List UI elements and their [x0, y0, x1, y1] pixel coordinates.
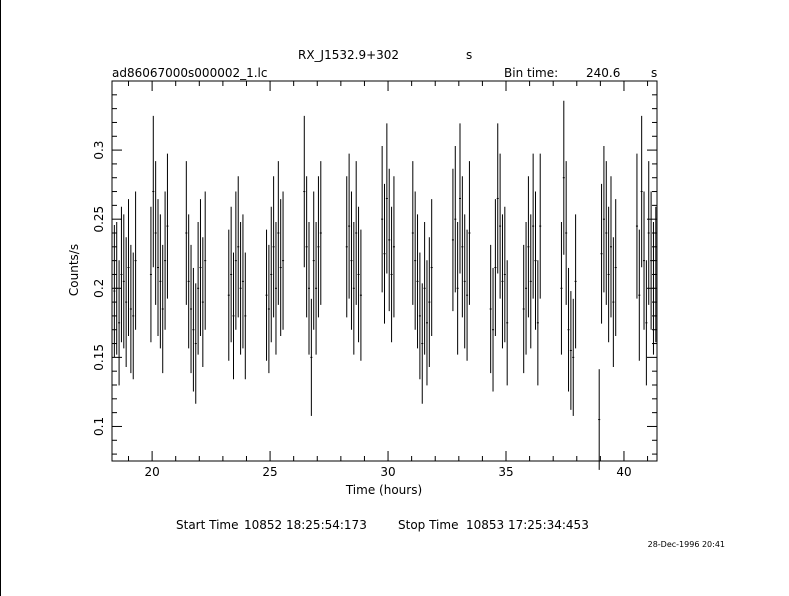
object-unit: s: [466, 48, 472, 62]
y-tick-label: 0.1: [92, 417, 106, 436]
x-tick-label: 30: [380, 465, 395, 479]
x-tick-label: 25: [262, 465, 277, 479]
y-tick-label: 0.2: [92, 279, 106, 298]
y-axis-label: Counts/s: [67, 244, 81, 296]
object-name: RX_J1532.9+302: [298, 48, 399, 62]
stop-time-value: 10853 17:25:34:453: [466, 518, 589, 532]
file-name: ad86067000s000002_1.lc: [112, 66, 268, 80]
x-tick-label: 35: [498, 465, 513, 479]
y-tick-label: 0.15: [92, 344, 106, 371]
bin-time-value: 240.6: [586, 66, 620, 80]
x-tick-label: 40: [616, 465, 631, 479]
window-left-border: [0, 0, 1, 596]
plot-frame: [111, 80, 658, 462]
x-tick-label: 20: [144, 465, 159, 479]
bin-time-label: Bin time:: [504, 66, 558, 80]
start-time-value: 10852 18:25:54:173: [244, 518, 367, 532]
bin-time-unit: s: [651, 66, 657, 80]
y-tick-label: 0.3: [92, 141, 106, 160]
y-tick-label: 0.25: [92, 206, 106, 233]
tick-labels: 20 25 30 35 40 0.1 0.15 0.2 0.25 0.3: [92, 141, 632, 479]
stop-time-label: Stop Time: [398, 518, 458, 532]
x-axis-label: Time (hours): [345, 483, 422, 497]
start-time-label: Start Time: [176, 518, 239, 532]
data-points: [113, 100, 657, 470]
plot-timestamp: 28-Dec-1996 20:41: [648, 540, 725, 549]
